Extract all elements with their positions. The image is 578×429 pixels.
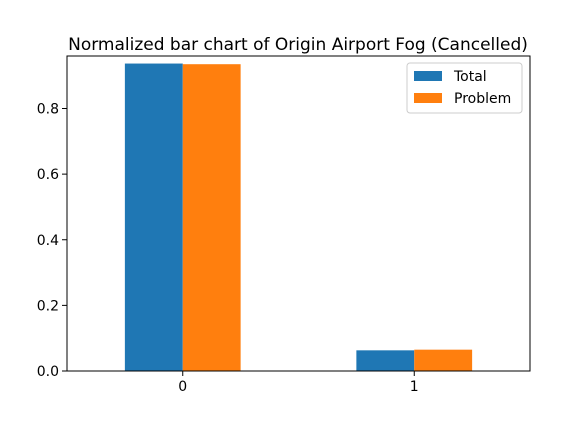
bar-total-0 [125,64,183,371]
y-tick-label: 0.0 [37,364,59,380]
y-tick-label: 0.6 [37,167,59,183]
bar-problem-1 [414,350,472,371]
legend-label-total: Total [453,69,487,85]
legend-label-problem: Problem [454,91,511,107]
legend-swatch-problem [414,93,442,103]
legend-swatch-total [414,71,442,81]
bar-problem-0 [183,64,241,371]
x-tick-label: 0 [178,379,187,395]
x-tick-label: 1 [410,379,419,395]
y-tick-label: 0.8 [37,102,59,118]
y-tick-label: 0.2 [37,298,59,314]
chart-title: Normalized bar chart of Origin Airport F… [68,35,528,55]
bar-total-1 [356,350,414,371]
y-tick-label: 0.4 [37,233,59,249]
legend: Total Problem [407,63,522,113]
